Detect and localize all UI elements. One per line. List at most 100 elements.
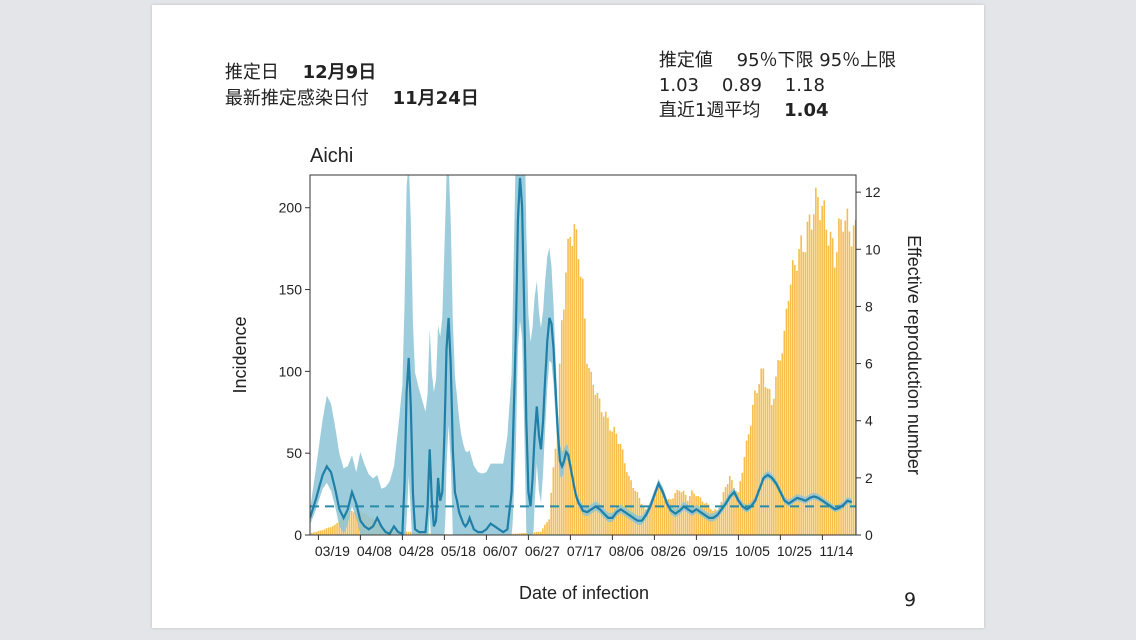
incidence-bar [516, 533, 519, 535]
incidence-bar [733, 487, 735, 535]
x-tick-label: 10/05 [735, 543, 770, 559]
incidence-bar [737, 492, 739, 535]
latest-infection-date-line: 最新推定感染日付 11月24日 [202, 63, 479, 135]
chart-title: Aichi [310, 145, 353, 167]
incidence-bar [621, 449, 624, 535]
incidence-bar [579, 276, 582, 535]
weekly-average-label: 直近1週平均 [658, 100, 761, 121]
incidence-bar [766, 388, 769, 535]
incidence-bar [571, 245, 574, 535]
latest-infection-date-value: 11月24日 [392, 88, 479, 109]
incidence-bar [317, 531, 319, 535]
x-tick-label: 06/27 [525, 543, 560, 559]
incidence-bar [649, 506, 651, 535]
incidence-bar [653, 492, 655, 535]
incidence-bar [754, 390, 756, 535]
incidence-bar [350, 510, 353, 535]
incidence-bar [323, 529, 326, 535]
incidence-bar [575, 229, 578, 535]
x-tick-label: 06/07 [483, 543, 518, 559]
incidence-bar [518, 533, 521, 535]
x-axis: 03/19 04/08 04/28 05/18 06/07 06/27 07/17 08/06… [315, 535, 854, 559]
incidence-bar [535, 531, 538, 535]
incidence-bar [785, 308, 788, 535]
incidence-bar [686, 500, 689, 535]
right-tick-label: 6 [865, 356, 873, 372]
plot-frame [309, 174, 857, 536]
incidence-bar [563, 309, 565, 535]
estimate-col-label: 推定値 [658, 50, 713, 71]
incidence-bar [548, 519, 550, 535]
incidence-bar [611, 431, 613, 535]
plot-area [310, 175, 856, 535]
incidence-bar [775, 376, 777, 535]
incidence-bar [844, 220, 847, 535]
incidence-bar [609, 430, 611, 535]
incidence-bar [428, 533, 431, 535]
incidence-bar [644, 509, 647, 535]
incidence-bar [598, 398, 601, 535]
left-tick-label: 0 [294, 527, 302, 543]
incidence-bar [668, 498, 670, 535]
incidence-bar [825, 229, 828, 535]
x-tick-label: 11/14 [819, 543, 853, 559]
x-tick-label: 10/25 [777, 543, 812, 559]
incidence-bar [634, 490, 637, 535]
incidence-bar [806, 221, 809, 535]
right-tick-label: 8 [865, 298, 873, 314]
incidence-bar [812, 214, 815, 535]
estimate-values-line: 1.03 0.89 1.18 [636, 50, 825, 122]
left-tick-label: 50 [286, 445, 302, 461]
latest-infection-date-label: 最新推定感染日付 [224, 88, 369, 109]
incidence-bar [623, 463, 626, 535]
x-tick-label: 05/18 [441, 543, 476, 559]
incidence-bar [537, 531, 540, 535]
incidence-bar [327, 527, 330, 535]
incidence-bar [770, 405, 773, 535]
incidence-bar [665, 502, 668, 535]
x-tick-label: 03/19 [315, 543, 350, 559]
incidence-bar [329, 527, 332, 535]
x-tick-label: 08/26 [651, 543, 686, 559]
incidence-bar [550, 492, 553, 535]
incidence-bar [512, 533, 515, 535]
incidence-bar [760, 368, 763, 535]
left-tick-label: 200 [279, 200, 303, 216]
estimate-date-label: 推定日 [224, 62, 279, 83]
x-tick-label: 08/06 [609, 543, 644, 559]
incidence-bar [600, 412, 603, 535]
incidence-bar [848, 231, 851, 535]
estimate-date-value: 12月9日 [302, 62, 377, 83]
incidence-bar [651, 498, 653, 535]
incidence-bar [810, 229, 813, 535]
incidence-bar [569, 236, 571, 535]
incidence-bar [791, 260, 794, 535]
x-tick-label: 04/28 [399, 543, 434, 559]
incidence-bar [405, 531, 408, 535]
incidence-bar [821, 205, 823, 535]
incidence-rt-chart: 0 50 100 150 200 0 2 4 6 8 10 12 03/19 04/08 04/28 05/1… [230, 145, 924, 603]
x-tick-label: 04/08 [357, 543, 392, 559]
incidence-bar [552, 467, 555, 535]
incidence-bar [554, 448, 557, 535]
incidence-bar [827, 245, 830, 535]
incidence-bar [626, 472, 628, 535]
incidence-bar [319, 530, 322, 535]
incidence-bar [777, 360, 779, 535]
incidence-bar [581, 278, 584, 535]
incidence-bar [592, 384, 595, 535]
incidence-bar [596, 393, 599, 535]
incidence-bar [409, 531, 412, 535]
incidence-bar [735, 491, 737, 535]
incidence-bar [743, 457, 746, 535]
incidence-bar [731, 480, 733, 535]
incidence-bar [852, 225, 855, 535]
incidence-bar [762, 368, 765, 535]
incidence-bar [588, 368, 590, 535]
right-axis-label: Effective reproduction number [904, 235, 924, 475]
incidence-bar [615, 433, 618, 535]
incidence-bar [630, 480, 632, 535]
incidence-bar [613, 426, 616, 535]
incidence-bar [758, 384, 760, 535]
incidence-bar [783, 330, 786, 535]
